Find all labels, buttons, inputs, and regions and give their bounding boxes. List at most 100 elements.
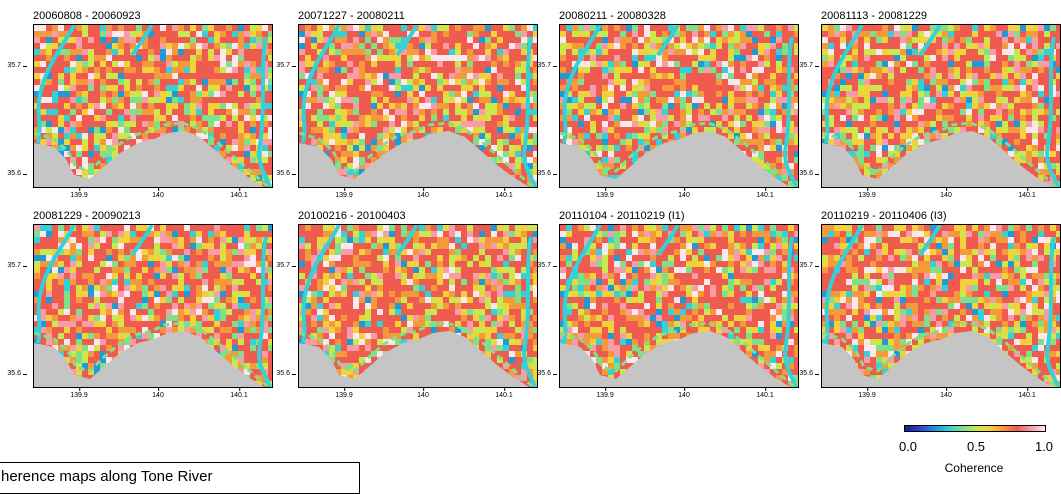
coherence-cell [136, 115, 142, 121]
coherence-cell [160, 31, 166, 37]
coherence-cell [1044, 79, 1050, 85]
coherence-cell [602, 151, 608, 157]
coherence-cell [614, 31, 620, 37]
coherence-cell [94, 273, 100, 279]
coherence-cell [88, 267, 94, 273]
coherence-cell [226, 121, 232, 127]
coherence-cell [942, 25, 948, 31]
coherence-cell [413, 121, 419, 127]
coherence-cell [70, 249, 76, 255]
coherence-cell [232, 297, 238, 303]
coherence-cell [166, 291, 172, 297]
coherence-cell [238, 49, 244, 55]
coherence-cell [232, 85, 238, 91]
coherence-cell [70, 139, 76, 145]
coherence-cell [100, 139, 106, 145]
coherence-cell [924, 55, 930, 61]
coherence-cell [1056, 127, 1060, 133]
coherence-cell [88, 91, 94, 97]
coherence-cell [262, 25, 268, 31]
coherence-cell [202, 237, 208, 243]
coherence-cell [76, 267, 82, 273]
coherence-cell [124, 115, 130, 121]
coherence-cell [256, 73, 262, 79]
coherence-cell [226, 249, 232, 255]
coherence-cell [828, 91, 834, 97]
coherence-cell [467, 85, 473, 91]
coherence-cell [1056, 151, 1060, 157]
coherence-cell [578, 61, 584, 67]
coherence-cell [118, 115, 124, 121]
coherence-cell [268, 37, 272, 43]
coherence-cell [136, 91, 142, 97]
coherence-cell [752, 85, 758, 91]
coherence-cell [918, 37, 924, 43]
coherence-cell [160, 91, 166, 97]
coherence-cell [184, 237, 190, 243]
coherence-cell [479, 127, 485, 133]
coherence-cell [1032, 145, 1038, 151]
coherence-cell [341, 103, 347, 109]
coherence-cell [100, 91, 106, 97]
coherence-cell [515, 163, 521, 169]
coherence-cell [226, 67, 232, 73]
coherence-cell [365, 97, 371, 103]
coherence-cell [419, 115, 425, 121]
coherence-cell [497, 145, 503, 151]
coherence-cell [758, 109, 764, 115]
coherence-cell [268, 91, 272, 97]
coherence-cell [142, 25, 148, 31]
coherence-cell [425, 115, 431, 121]
coherence-cell [888, 163, 894, 169]
coherence-cell [948, 37, 954, 43]
coherence-cell [232, 267, 238, 273]
coherence-cell [341, 67, 347, 73]
coherence-cell [497, 103, 503, 109]
coherence-cell [527, 31, 533, 37]
coherence-cell [888, 73, 894, 79]
coherence-cell [509, 91, 515, 97]
coherence-map [33, 224, 273, 388]
coherence-cell [491, 73, 497, 79]
coherence-cell [485, 61, 491, 67]
coherence-cell [491, 61, 497, 67]
coherence-cell [852, 109, 858, 115]
coherence-cell [244, 55, 250, 61]
coherence-cell [692, 97, 698, 103]
coherence-cell [936, 121, 942, 127]
coherence-cell [1020, 151, 1026, 157]
coherence-cell [268, 31, 272, 37]
coherence-cell [160, 261, 166, 267]
coherence-cell [584, 145, 590, 151]
coherence-cell [94, 151, 100, 157]
coherence-cell [515, 133, 521, 139]
coherence-cell [178, 237, 184, 243]
coherence-cell [906, 121, 912, 127]
coherence-cell [172, 109, 178, 115]
coherence-cell [317, 31, 323, 37]
coherence-cell [244, 145, 250, 151]
coherence-cell [329, 97, 335, 103]
coherence-cell [58, 115, 64, 121]
coherence-cell [220, 103, 226, 109]
coherence-cell [650, 25, 656, 31]
coherence-cell [431, 79, 437, 85]
coherence-cell [335, 169, 341, 175]
coherence-cell [154, 291, 160, 297]
coherence-cell [208, 255, 214, 261]
coherence-cell [154, 297, 160, 303]
coherence-cell [1038, 175, 1044, 181]
coherence-cell [912, 91, 918, 97]
coherence-cell [184, 273, 190, 279]
coherence-cell [822, 37, 828, 43]
coherence-cell [190, 291, 196, 297]
coherence-cell [984, 31, 990, 37]
coherence-cell [52, 49, 58, 55]
coherence-cell [106, 291, 112, 297]
coherence-cell [990, 115, 996, 121]
coherence-cell [954, 31, 960, 37]
coherence-cell [190, 49, 196, 55]
coherence-cell [383, 61, 389, 67]
coherence-cell [578, 91, 584, 97]
coherence-cell [674, 43, 680, 49]
